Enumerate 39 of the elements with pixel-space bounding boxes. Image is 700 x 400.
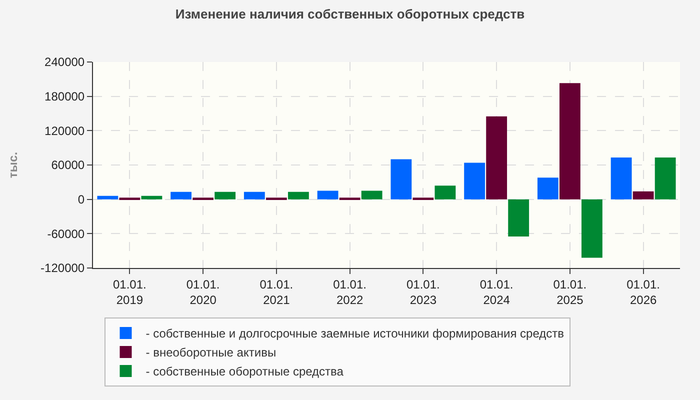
bar	[170, 192, 192, 200]
chart-title: Изменение наличия собственных оборотных средств	[175, 6, 525, 22]
legend-label: - внеоборотные активы	[146, 346, 276, 360]
bar	[559, 83, 580, 200]
bar	[632, 191, 654, 200]
legend-label: - собственные оборотные средства	[146, 364, 344, 379]
bar	[654, 158, 676, 200]
y-tick-label: -120000	[40, 261, 85, 276]
y-tick-label: 240000	[44, 55, 85, 70]
bar	[486, 116, 508, 200]
x-tick-label: 01.01. 2025	[553, 277, 587, 307]
y-tick-label: 0	[78, 192, 85, 207]
y-tick-label: -60000	[47, 226, 85, 241]
bar	[610, 158, 632, 200]
y-tick-label: 120000	[44, 124, 85, 138]
bar	[537, 178, 558, 200]
x-tick-label: 01.01. 2026	[626, 277, 660, 307]
bar	[214, 192, 236, 200]
bar	[581, 199, 602, 258]
bar	[141, 196, 162, 200]
bar	[244, 192, 265, 200]
bar	[434, 186, 456, 200]
y-tick-label: 180000	[44, 90, 85, 104]
x-tick-label: 01.01. 2019	[113, 277, 146, 307]
bar	[390, 159, 412, 200]
x-tick-label: 01.01. 2020	[186, 277, 220, 307]
bar	[464, 162, 486, 200]
x-tick-label: 01.01. 2022	[333, 277, 366, 307]
bar	[317, 190, 338, 200]
legend-label: - собственные и долгосрочные заемные источники формирования средств	[146, 326, 564, 341]
y-axis-title: тыс.	[6, 152, 20, 178]
bar	[508, 199, 530, 237]
bar	[288, 192, 309, 200]
bar	[361, 190, 382, 200]
x-tick-label: 01.01. 2024	[480, 277, 514, 307]
x-tick-label: 01.01. 2021	[260, 277, 294, 307]
bar	[97, 196, 118, 200]
x-tick-label: 01.01. 2023	[406, 277, 440, 307]
y-tick-label: 60000	[51, 158, 85, 172]
